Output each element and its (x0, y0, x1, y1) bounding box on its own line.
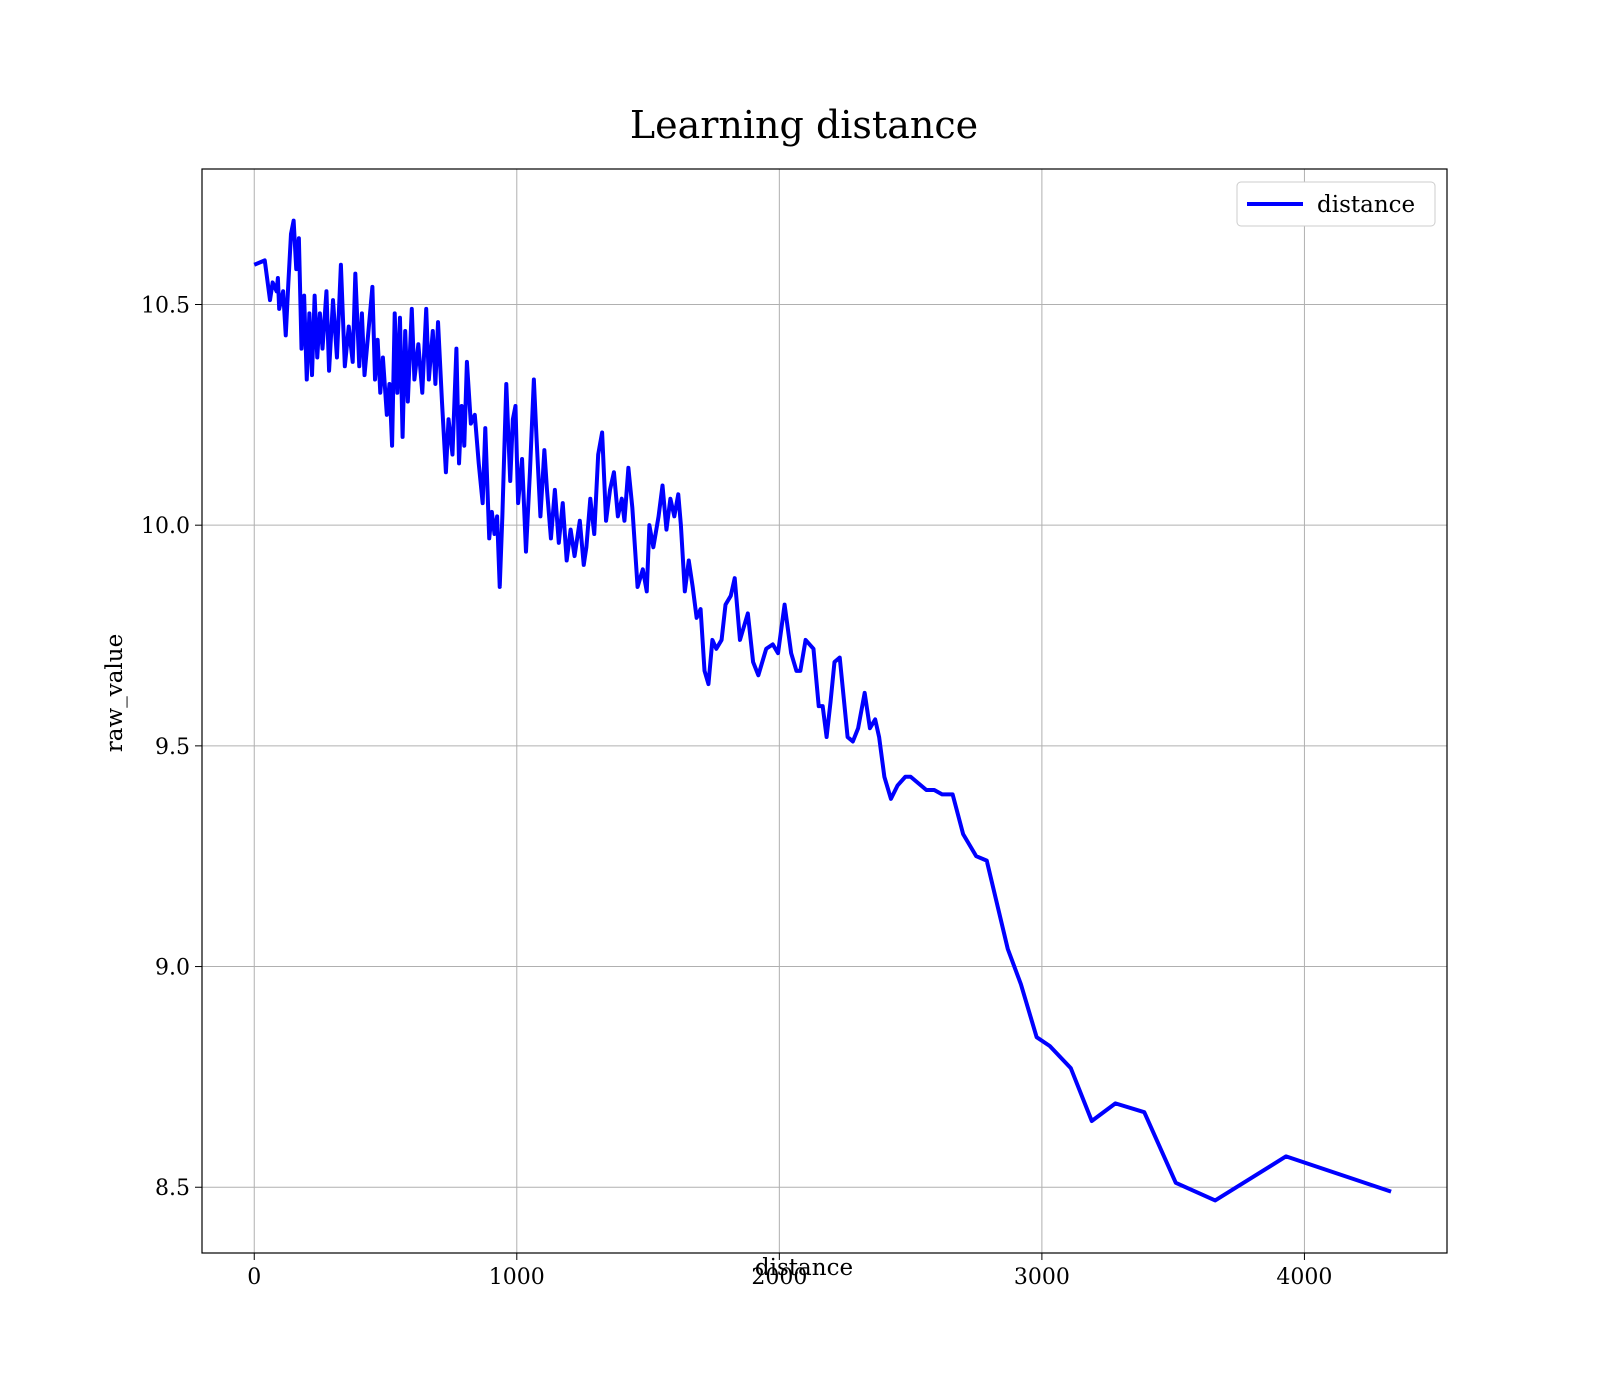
x-tick-label: 3000 (1014, 1265, 1070, 1290)
x-tick-label: 1000 (489, 1265, 545, 1290)
y-tick-label: 9.5 (155, 735, 190, 760)
data-line (253, 218, 1392, 1203)
x-tick-label: 2000 (751, 1265, 807, 1290)
y-tick-label: 10.5 (141, 294, 190, 319)
legend-box (1236, 181, 1436, 227)
legend: distance (1236, 181, 1436, 227)
plot-frame (201, 168, 1448, 1254)
chart-title: Learning distance (630, 103, 978, 147)
x-tick-label: 0 (247, 1265, 261, 1290)
legend-label: distance (1317, 192, 1415, 218)
y-tick-label: 9.0 (155, 956, 190, 981)
y-axis-label: raw_value (102, 634, 128, 752)
y-tick-label: 8.5 (155, 1176, 190, 1201)
y-tick-label: 10.0 (141, 514, 190, 539)
x-axis-label: distance (755, 1255, 853, 1281)
x-tick-label: 4000 (1276, 1265, 1332, 1290)
